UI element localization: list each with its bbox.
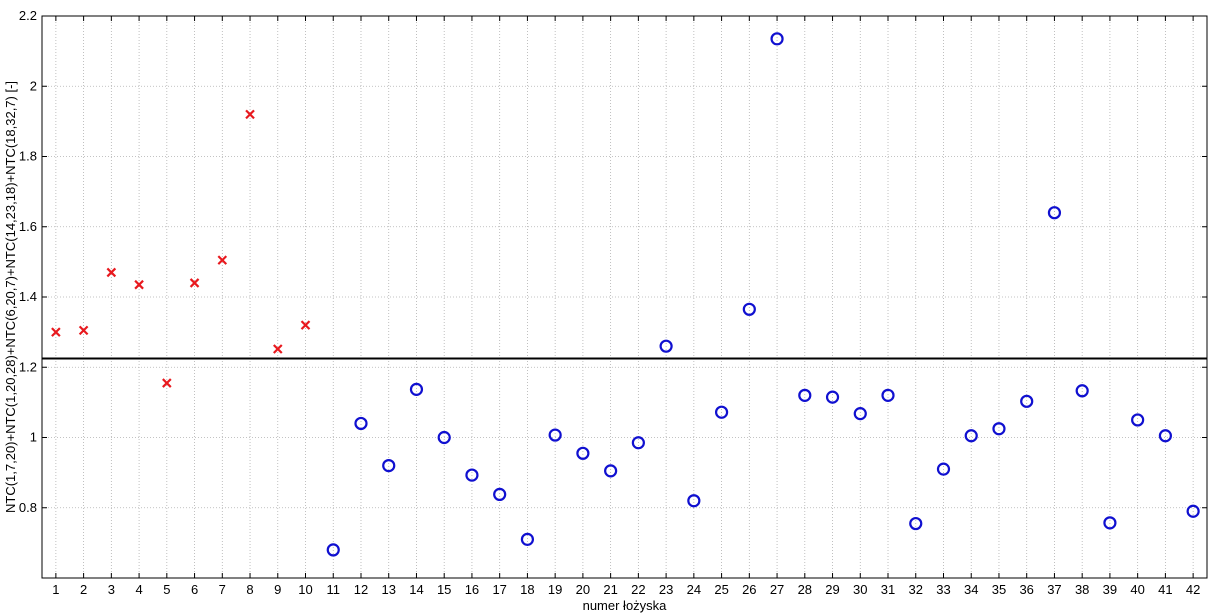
- x-tick-label: 42: [1186, 582, 1200, 597]
- x-tick-label: 26: [742, 582, 756, 597]
- circle-marker-point: [493, 487, 507, 502]
- x-marker-point: [134, 279, 144, 290]
- circle-marker-point: [964, 429, 978, 443]
- circle-marker-point: [1047, 206, 1062, 220]
- x-tick-label: 4: [135, 582, 142, 597]
- y-axis-label: NTC(1,7,20)+NTC(1,20,28)+NTC(6,20,7)+NTC…: [3, 81, 18, 513]
- y-axis-ticks: 0.8 1 1.2 1.4 1.6 1.8 2 2.2: [19, 8, 1207, 515]
- x-tick-label: 17: [492, 582, 506, 597]
- y-tick-label: 1: [30, 430, 37, 445]
- x-axis-label: numer łożyska: [583, 598, 668, 613]
- circle-marker-point: [576, 446, 590, 460]
- x-tick-label: 37: [1047, 582, 1061, 597]
- circle-marker-point: [382, 459, 396, 473]
- x-tick-label: 31: [881, 582, 895, 597]
- circle-marker-point: [742, 302, 756, 316]
- y-tick-label: 1.6: [19, 219, 37, 234]
- x-tick-label: 27: [770, 582, 784, 597]
- circle-marker-point: [1075, 384, 1089, 398]
- x-tick-label: 40: [1130, 582, 1144, 597]
- circle-marker-point: [548, 428, 562, 442]
- circle-marker-point: [1131, 413, 1145, 427]
- circle-marker-point: [326, 543, 340, 557]
- circle-marker-point: [936, 462, 951, 476]
- circle-marker-point: [798, 388, 812, 402]
- circle-marker-point: [909, 516, 923, 531]
- x-tick-label: 24: [687, 582, 701, 597]
- data-points: [51, 32, 1200, 557]
- y-tick-label: 0.8: [19, 500, 37, 515]
- circle-marker-point: [631, 436, 645, 450]
- x-tick-label: 32: [909, 582, 923, 597]
- x-marker-point: [106, 267, 117, 278]
- x-tick-label: 25: [714, 582, 728, 597]
- circle-marker-point: [881, 388, 895, 402]
- circle-marker-point: [714, 405, 729, 419]
- circle-marker-point: [465, 468, 479, 482]
- plot-frame: [41, 15, 1208, 579]
- x-marker-point: [78, 325, 89, 336]
- x-tick-label: 19: [548, 582, 562, 597]
- circle-marker-point: [1186, 504, 1200, 518]
- circle-marker-point: [770, 32, 784, 46]
- x-tick-label: 11: [327, 582, 341, 597]
- x-tick-label: 33: [936, 582, 950, 597]
- x-marker-point: [51, 327, 61, 337]
- x-tick-label: 30: [853, 582, 867, 597]
- x-tick-label: 16: [465, 582, 479, 597]
- circle-marker-point: [825, 390, 840, 404]
- x-tick-label: 10: [298, 582, 312, 597]
- y-tick-label: 2.2: [19, 8, 37, 23]
- x-marker-point: [272, 344, 283, 354]
- x-tick-label: 6: [191, 582, 198, 597]
- x-axis-ticks: 1 2 3 4 5 6 7 8 9 10 11 12 13 14 15 16 17 18 19 20 21 22 23 24 2…: [52, 16, 1200, 597]
- x-marker-point: [162, 378, 172, 388]
- x-tick-label: 29: [825, 582, 839, 597]
- circle-marker-point: [992, 422, 1006, 436]
- x-tick-label: 3: [108, 582, 115, 597]
- x-tick-label: 36: [1019, 582, 1033, 597]
- x-tick-label: 35: [992, 582, 1006, 597]
- y-tick-label: 1.8: [19, 149, 37, 164]
- x-tick-label: 28: [798, 582, 812, 597]
- y-tick-label: 1.4: [19, 289, 37, 304]
- x-tick-label: 34: [964, 582, 978, 597]
- x-tick-label: 15: [437, 582, 451, 597]
- x-tick-label: 21: [603, 582, 617, 597]
- x-tick-label: 38: [1075, 582, 1089, 597]
- circle-marker-point: [687, 494, 701, 508]
- x-marker-point: [217, 255, 228, 265]
- x-marker-point: [245, 109, 255, 120]
- circle-marker-point: [1103, 516, 1117, 530]
- circle-marker-point: [1158, 429, 1172, 443]
- x-marker-point: [300, 320, 311, 330]
- x-tick-label: 9: [274, 582, 281, 597]
- x-tick-label: 22: [631, 582, 645, 597]
- y-tick-label: 1.2: [19, 359, 37, 374]
- x-tick-label: 12: [354, 582, 368, 597]
- x-tick-label: 20: [576, 582, 590, 597]
- x-tick-label: 1: [52, 582, 59, 597]
- circle-marker-point: [354, 416, 368, 431]
- circle-marker-point: [437, 430, 451, 445]
- circle-marker-point: [659, 339, 673, 353]
- y-tick-label: 2: [30, 78, 37, 93]
- circle-marker-point: [520, 532, 535, 546]
- x-tick-label: 14: [409, 582, 423, 597]
- x-tick-label: 23: [659, 582, 673, 597]
- x-marker-point: [189, 278, 200, 288]
- x-tick-label: 13: [381, 582, 395, 597]
- x-tick-label: 7: [219, 582, 226, 597]
- circle-marker-point: [1020, 394, 1034, 408]
- circle-marker-point: [604, 464, 618, 478]
- x-tick-label: 41: [1158, 582, 1172, 597]
- x-tick-label: 18: [520, 582, 534, 597]
- x-tick-label: 5: [163, 582, 170, 597]
- x-tick-label: 8: [246, 582, 253, 597]
- x-tick-label: 39: [1103, 582, 1117, 597]
- circle-marker-point: [853, 407, 867, 421]
- circle-marker-point: [409, 382, 424, 396]
- x-tick-label: 2: [80, 582, 87, 597]
